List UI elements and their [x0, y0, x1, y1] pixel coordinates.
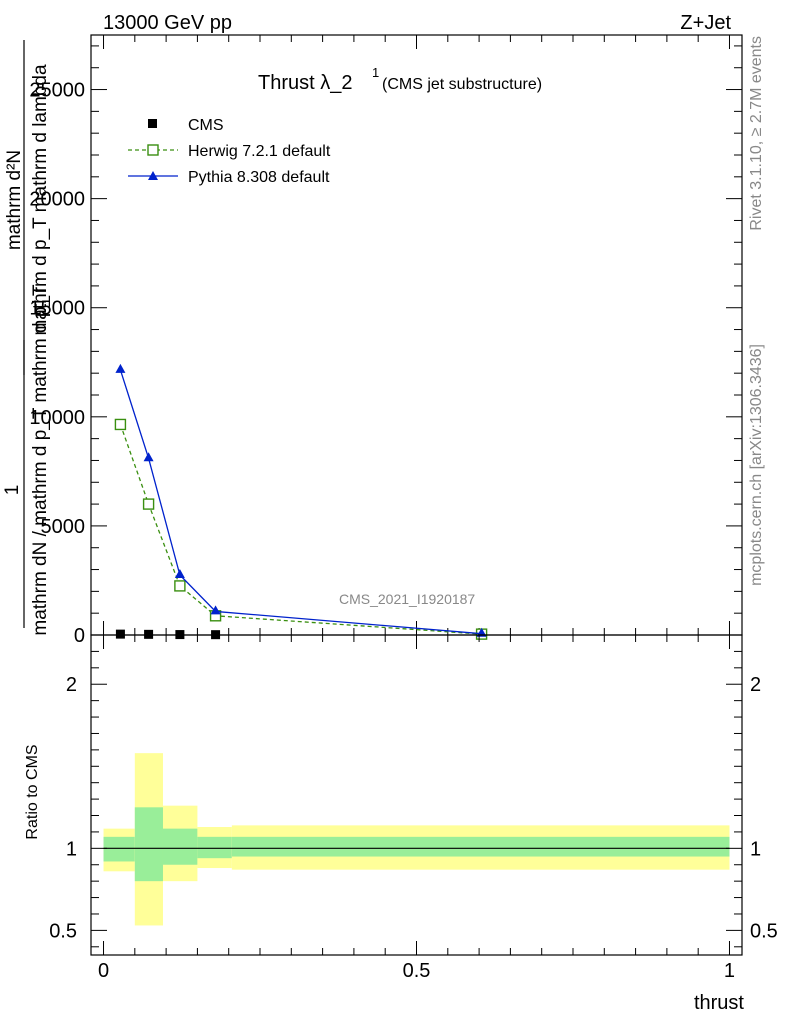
main-ytick-label: 15000 [29, 298, 85, 320]
main-title-superscript: 1 [372, 65, 379, 80]
legend-label-herwig: Herwig 7.2.1 default [188, 143, 331, 160]
ylabel-bottom: mathrm dN / mathrm d p_T mathrm d p_T [30, 284, 51, 636]
main-title-note: (CMS jet substructure) [382, 76, 542, 93]
ratio-ytick-label-left: 0.5 [49, 920, 77, 942]
ratio-ytick-label-left: 2 [66, 674, 77, 696]
main-ytick-label: 5000 [41, 516, 86, 538]
ratio-y-axis-label: Ratio to CMS [24, 744, 41, 839]
ratio-bands-layer [103, 753, 730, 926]
x-tick-labels: 0 0.5 1 [98, 960, 735, 982]
legend-label-pythia: Pythia 8.308 default [188, 169, 330, 186]
legend-label-cms: CMS [188, 117, 224, 134]
ratio-inner-band [134, 807, 163, 882]
x-tick-label: 0.5 [403, 960, 431, 982]
herwig-point [174, 580, 186, 592]
header-left: 13000 GeV pp [103, 12, 232, 34]
legend-marker-cms [148, 119, 157, 128]
herwig-point [142, 498, 155, 510]
ratio-axis-ticks [91, 635, 742, 955]
legend-marker-herwig [147, 144, 159, 156]
main-panel: 0 5000 10000 15000 20000 25000 [29, 34, 743, 647]
mcplots-label: mcplots.cern.ch [arXiv:1306.3436] [748, 344, 765, 586]
main-y-tick-labels: 0 5000 10000 15000 20000 25000 [29, 80, 85, 647]
main-ytick-label: 25000 [29, 80, 85, 102]
cms-data-point [115, 629, 125, 639]
main-y-axis-label: mathrm d²N mathrm d p_T mathrm d lambda … [2, 40, 51, 636]
ratio-inner-band [197, 836, 232, 859]
rivet-version-label: Rivet 3.1.10, ≥ 2.7M events [748, 36, 765, 231]
main-ytick-label: 0 [74, 625, 85, 647]
x-axis-label: thrust [694, 992, 744, 1014]
ratio-inner-band [162, 828, 198, 865]
ratio-ytick-label-right: 2 [750, 674, 761, 696]
main-title: Thrust λ_2 1 (CMS jet substructure) [258, 65, 542, 94]
ylabel-prefactor: 1 [2, 485, 23, 496]
x-tick-label: 1 [724, 960, 735, 982]
main-title-text: Thrust λ_2 [258, 72, 352, 94]
main-ytick-label: 20000 [29, 189, 85, 211]
ratio-y-tick-labels: 0.5 0.5 1 1 2 2 [49, 674, 778, 942]
ratio-frame [90, 634, 743, 956]
ratio-panel: 0.5 0.51 12 2 0 0.5 1 [49, 634, 778, 982]
ratio-inner-band [231, 836, 730, 857]
ylabel-denominator: mathrm d p_T mathrm d lambda [30, 64, 51, 335]
ylabel-numerator: mathrm d²N [4, 150, 25, 250]
pythia-point [115, 363, 126, 373]
pythia-point [210, 605, 221, 615]
ratio-ytick-label-right: 1 [750, 838, 761, 860]
herwig-line [119, 424, 482, 635]
ratio-ytick-label-right: 0.5 [750, 920, 778, 942]
pythia-point [174, 569, 185, 578]
ratio-ytick-label-left: 1 [66, 838, 77, 860]
herwig-point [114, 418, 127, 431]
pythia-point [143, 452, 154, 462]
main-ytick-label: 10000 [29, 407, 85, 429]
header-right: Z+Jet [680, 12, 731, 34]
legend-marker-pythia [148, 171, 158, 180]
ratio-inner-band [103, 836, 135, 862]
legend: CMS Herwig 7.2.1 default Pythia 8.308 de… [128, 117, 331, 186]
main-axis-ticks [91, 35, 742, 636]
cms-data-point [144, 629, 154, 639]
analysis-id-label: CMS_2021_I1920187 [339, 591, 475, 607]
x-tick-label: 0 [98, 960, 109, 982]
